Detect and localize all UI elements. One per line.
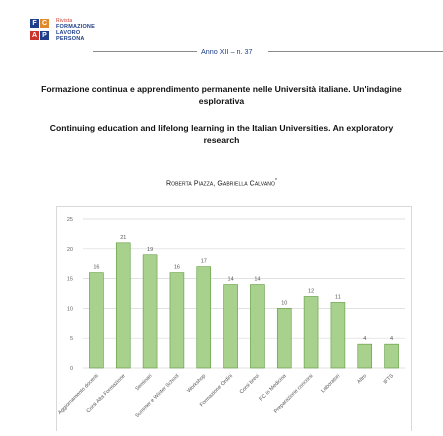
bar	[223, 284, 238, 369]
logo-tile: C	[40, 19, 49, 28]
logo-line: Rivista	[56, 18, 73, 24]
logo-wordmark: Rivista FORMAZIONE LAVORO PERSONA	[56, 18, 95, 42]
header-rule-right	[268, 51, 443, 52]
x-tick-label: Corsi brevi	[239, 373, 261, 395]
title-english: Continuing education and lifelong learni…	[49, 123, 394, 145]
journal-header: F C A P Rivista FORMAZIONE LAVORO PERSON…	[0, 0, 443, 64]
author-footnote-mark: *	[274, 178, 278, 184]
bar	[357, 343, 373, 369]
logo-line: LAVORO	[56, 30, 81, 36]
bar	[250, 284, 265, 369]
authors-line: Roberta Piazza, Gabriella Calvano*	[40, 178, 403, 187]
bar	[142, 254, 158, 369]
y-tick-label: 15	[67, 277, 73, 283]
bar	[276, 308, 292, 369]
header-rule-left	[93, 51, 197, 52]
y-tick-label: 0	[70, 366, 73, 372]
data-label: 19	[147, 247, 153, 253]
x-tick-label: Altro	[356, 373, 368, 385]
data-label: 4	[390, 336, 393, 342]
data-label: 17	[201, 259, 207, 265]
x-tick-label: IFTS	[383, 373, 396, 386]
data-label: 14	[254, 277, 260, 283]
logo-line: FORMAZIONE	[56, 24, 95, 30]
data-label: 12	[308, 288, 314, 294]
logo-tile: P	[40, 31, 49, 40]
logo-line: PERSONA	[56, 36, 85, 42]
x-tick-label: Workshop	[186, 373, 207, 394]
title-italian: Formazione continua e apprendimento perm…	[41, 84, 402, 106]
authors-names: Roberta Piazza, Gabriella Calvano	[165, 180, 275, 188]
bar	[89, 272, 104, 369]
y-tick-label: 20	[67, 247, 73, 253]
x-tick-label: Seminari	[134, 373, 153, 392]
bar	[115, 242, 131, 369]
data-label: 11	[335, 294, 341, 300]
bar	[384, 343, 399, 369]
data-label: 14	[228, 277, 234, 283]
y-tick-label: 25	[67, 217, 73, 223]
data-label: 16	[174, 265, 180, 271]
y-tick-label: 10	[67, 306, 73, 312]
journal-logo: F C A P Rivista FORMAZIONE LAVORO PERSON…	[30, 17, 100, 49]
data-label: 21	[120, 235, 126, 241]
x-tick-label: FC in Medicina	[258, 373, 287, 402]
bar	[196, 266, 212, 369]
y-tick-label: 5	[70, 336, 73, 342]
bar	[330, 302, 346, 369]
data-label: 16	[93, 265, 99, 271]
issue-label: Anno XII – n. 37	[201, 47, 253, 56]
data-label: 4	[363, 336, 366, 342]
logo-tile: A	[30, 31, 39, 40]
data-label: 10	[281, 300, 287, 306]
bar	[303, 296, 319, 369]
x-tick-label: Laboratori	[320, 373, 341, 394]
bar	[169, 272, 185, 369]
logo-tile: F	[30, 19, 39, 28]
chart-frame: 0 5 10 15 20 25 16 Aggiornamento docenti 21 Corsi…	[56, 206, 412, 431]
